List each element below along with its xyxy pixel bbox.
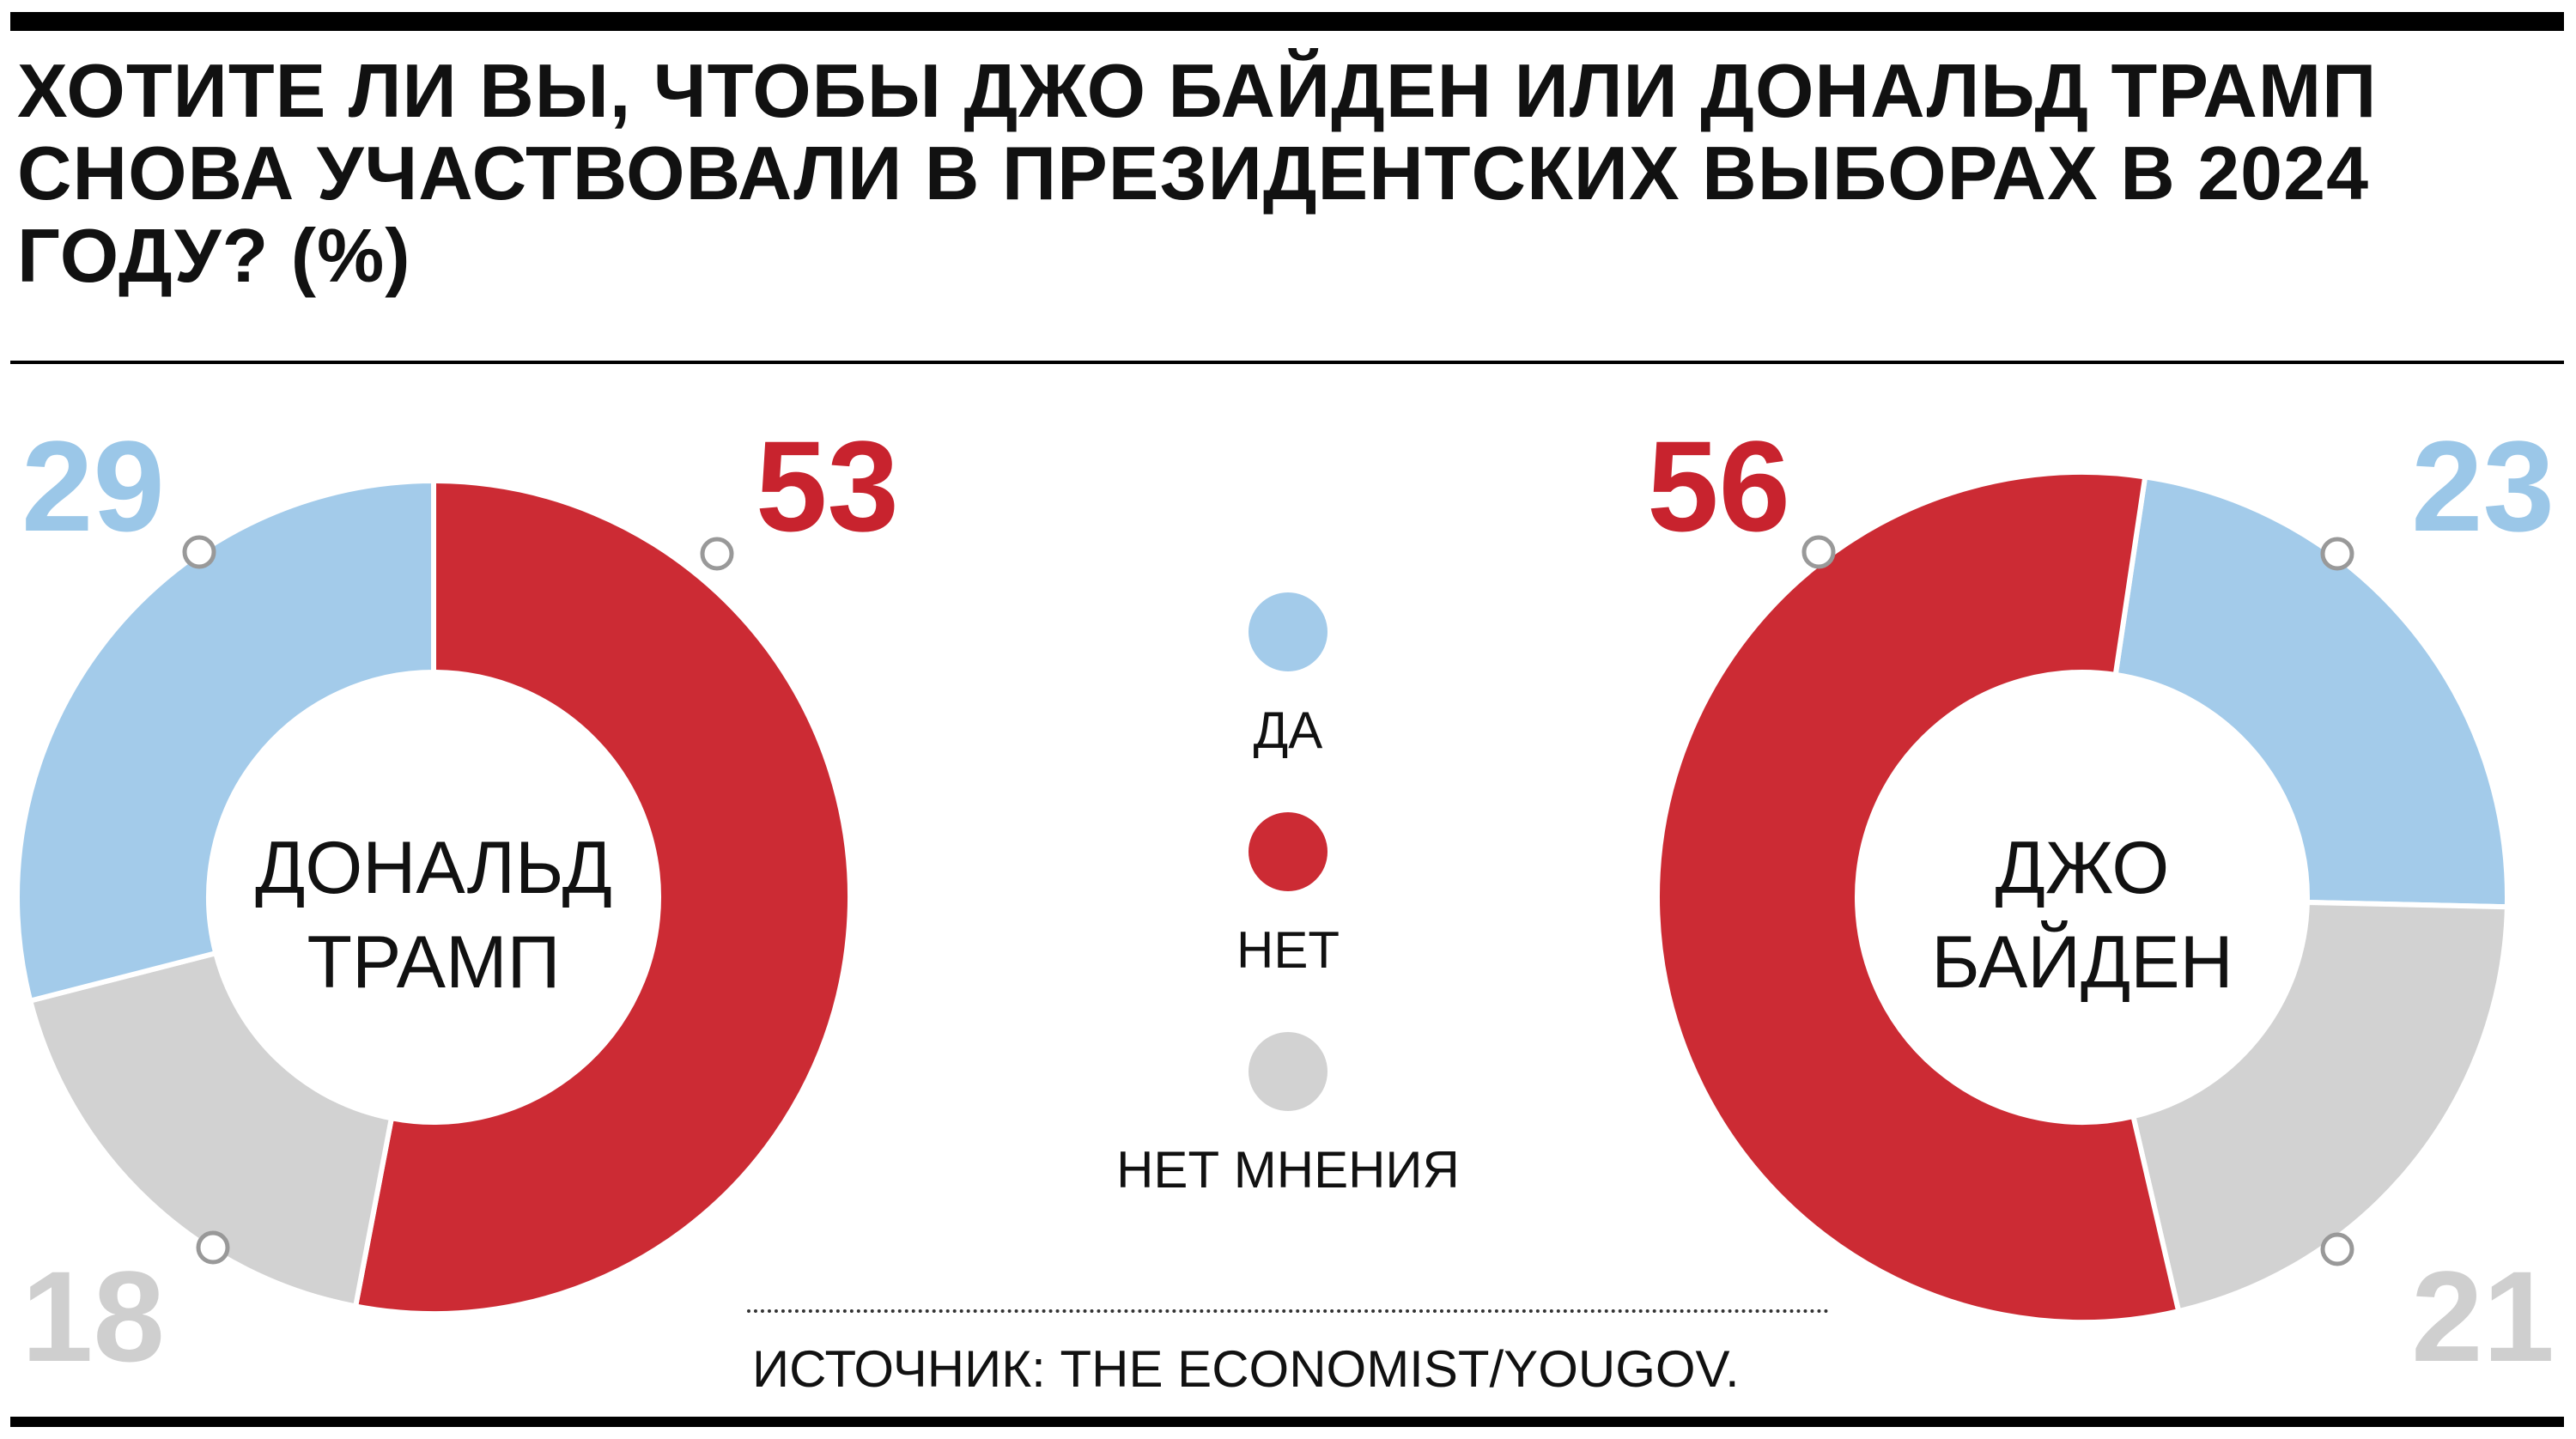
- donut-slice-yes: [2112, 474, 2510, 910]
- center-label: БАЙДЕН: [1931, 920, 2233, 1004]
- donut-slice-no: [1655, 470, 2182, 1325]
- donut-chart-biden: 23 21 56 ДЖО БАЙДЕН: [1647, 414, 2555, 1388]
- donut-slice-no-opinion: [27, 950, 395, 1309]
- donut-chart-trump: 53 18 29 ДОНАЛЬД ТРАМП: [15, 414, 899, 1388]
- value-label-yes: 23: [2411, 414, 2555, 558]
- value-label-no-opinion: 21: [2411, 1244, 2555, 1388]
- callout-dot: [700, 537, 734, 571]
- callout-dot: [196, 1230, 230, 1265]
- donut-slice-no-opinion: [2129, 899, 2510, 1315]
- chart-title: ХОТИТЕ ЛИ ВЫ, ЧТОБЫ ДЖО БАЙДЕН ИЛИ ДОНАЛ…: [17, 48, 2378, 298]
- title-divider: [10, 361, 2564, 364]
- legend: ДА НЕТ НЕТ МНЕНИЯ: [1116, 592, 1460, 1199]
- value-label-no-opinion: 18: [21, 1244, 165, 1388]
- callout-dot: [1801, 535, 1836, 569]
- callout-dot: [2320, 537, 2354, 571]
- source-divider: [747, 1309, 1829, 1313]
- top-rule: [10, 12, 2564, 31]
- center-label: ДЖО: [1996, 827, 2170, 909]
- donut-slice-no: [352, 477, 853, 1316]
- legend-item-no: НЕТ: [1116, 812, 1460, 979]
- legend-label-no-opinion: НЕТ МНЕНИЯ: [1116, 1141, 1460, 1199]
- legend-label-yes: ДА: [1253, 701, 1323, 759]
- legend-label-no: НЕТ: [1236, 921, 1340, 979]
- value-label-no: 56: [1647, 414, 1790, 558]
- legend-item-yes: ДА: [1116, 592, 1460, 759]
- bottom-rule: [10, 1417, 2564, 1427]
- source-note: ИСТОЧНИК: THE ECONOMIST/YOUGOV.: [752, 1340, 1740, 1398]
- legend-dot-yes: [1249, 592, 1327, 671]
- legend-item-no-opinion: НЕТ МНЕНИЯ: [1116, 1032, 1460, 1199]
- center-label: ДОНАЛЬД: [255, 827, 612, 909]
- value-label-no: 53: [756, 414, 899, 558]
- value-label-yes: 29: [21, 414, 165, 558]
- legend-dot-no-opinion: [1249, 1032, 1327, 1111]
- legend-dot-no: [1249, 812, 1327, 891]
- callout-dot: [2320, 1232, 2354, 1266]
- callout-dot: [182, 535, 216, 569]
- donut-slice-yes: [15, 477, 436, 1005]
- center-label: ТРАМП: [307, 921, 561, 1004]
